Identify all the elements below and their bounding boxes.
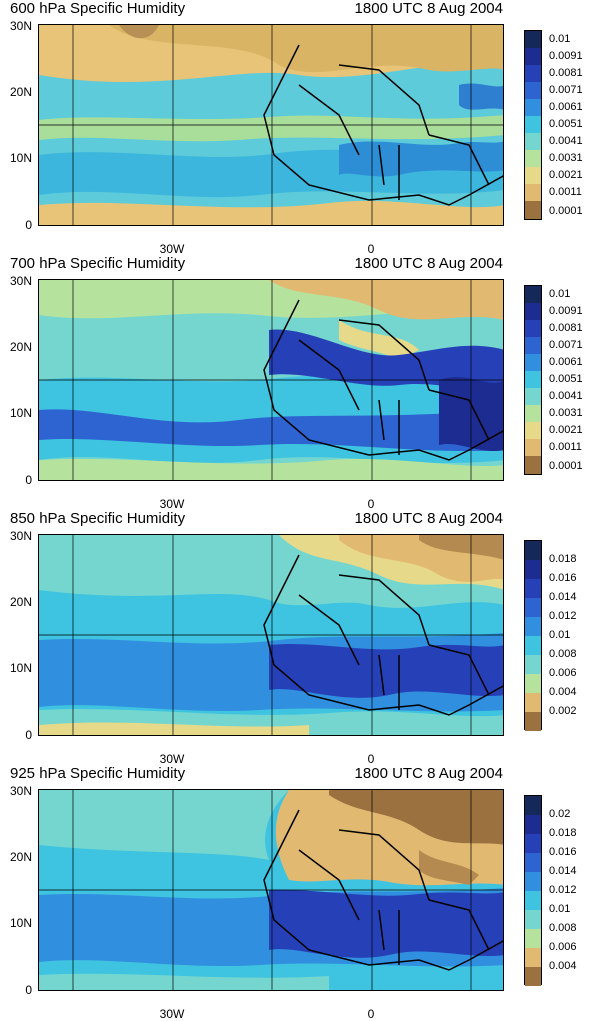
y-tick-0: 0 (25, 728, 32, 742)
x-tick-0: 0 (367, 752, 375, 766)
humidity-map (38, 24, 504, 226)
colorbar-label: 0.014 (549, 591, 577, 603)
colorbar-label: 0.0011 (549, 441, 582, 453)
y-tick-20n: 20N (9, 850, 32, 864)
panel-time: 1800 UTC 8 Aug 2004 (354, 765, 503, 782)
panel-700hpa: 700 hPa Specific Humidity 1800 UTC 8 Aug… (0, 255, 600, 511)
humidity-map (38, 534, 504, 736)
colorbar-label: 0.016 (549, 572, 577, 584)
colorbar-label: 0.0041 (549, 390, 583, 402)
colorbar-label: 0.006 (549, 667, 577, 679)
colorbar-label: 0.0091 (549, 305, 583, 317)
panel-time: 1800 UTC 8 Aug 2004 (354, 0, 503, 17)
colorbar-label: 0.0071 (549, 339, 583, 351)
map-canvas (39, 535, 503, 735)
map-canvas (39, 790, 503, 990)
y-tick-30n: 30N (9, 19, 32, 33)
colorbar-label: 0.0081 (549, 67, 583, 79)
colorbar-label: 0.0031 (549, 407, 583, 419)
panel-925hpa: 925 hPa Specific Humidity 1800 UTC 8 Aug… (0, 765, 600, 1021)
colorbar-label: 0.01 (549, 903, 571, 915)
map-canvas (39, 280, 503, 480)
panel-time: 1800 UTC 8 Aug 2004 (354, 255, 503, 272)
colorbar-label: 0.0041 (549, 135, 583, 147)
colorbar-label: 0.01 (549, 33, 571, 45)
colorbar-label: 0.02 (549, 808, 571, 820)
x-tick-0: 0 (367, 242, 375, 256)
colorbar (524, 285, 542, 475)
panel-time: 1800 UTC 8 Aug 2004 (354, 510, 503, 527)
colorbar-label: 0.004 (549, 686, 577, 698)
colorbar-label: 0.006 (549, 941, 577, 953)
colorbar-label: 0.0021 (549, 169, 583, 181)
colorbar-label: 0.016 (549, 846, 577, 858)
y-tick-10n: 10N (9, 151, 32, 165)
colorbar-label: 0.0081 (549, 322, 583, 334)
panel-title: 700 hPa Specific Humidity (10, 255, 186, 272)
x-tick-0: 0 (367, 497, 375, 511)
colorbar-label: 0.01 (549, 288, 571, 300)
colorbar (524, 795, 542, 986)
colorbar-label: 0.0071 (549, 84, 583, 96)
colorbar-label: 0.01 (549, 629, 571, 641)
panel-850hpa: 850 hPa Specific Humidity 1800 UTC 8 Aug… (0, 510, 600, 766)
y-tick-30n: 30N (9, 784, 32, 798)
colorbar-label: 0.0051 (549, 118, 583, 130)
x-tick-0: 0 (367, 1007, 375, 1021)
colorbar-label: 0.0031 (549, 152, 583, 164)
colorbar-label: 0.0051 (549, 373, 583, 385)
colorbar-label: 0.014 (549, 865, 577, 877)
colorbar-label: 0.004 (549, 960, 577, 972)
colorbar-label: 0.018 (549, 553, 577, 565)
colorbar (524, 30, 542, 220)
colorbar-label: 0.0001 (549, 460, 583, 472)
y-tick-10n: 10N (9, 406, 32, 420)
colorbar-label: 0.012 (549, 884, 577, 896)
y-tick-10n: 10N (9, 916, 32, 930)
y-tick-0: 0 (25, 983, 32, 997)
y-tick-20n: 20N (9, 340, 32, 354)
panel-title: 600 hPa Specific Humidity (10, 0, 186, 17)
colorbar-label: 0.002 (549, 705, 577, 717)
colorbar-label: 0.008 (549, 648, 577, 660)
colorbar (524, 540, 542, 731)
y-tick-30n: 30N (9, 274, 32, 288)
humidity-map (38, 279, 504, 481)
colorbar-label: 0.0091 (549, 50, 583, 62)
colorbar-label: 0.0061 (549, 101, 583, 113)
panel-title: 925 hPa Specific Humidity (10, 765, 186, 782)
panel-title: 850 hPa Specific Humidity (10, 510, 186, 527)
x-tick-30w: 30W (159, 497, 185, 511)
y-tick-10n: 10N (9, 661, 32, 675)
x-tick-30w: 30W (159, 242, 185, 256)
x-tick-30w: 30W (159, 752, 185, 766)
map-canvas (39, 25, 503, 225)
colorbar-label: 0.018 (549, 827, 577, 839)
panel-600hpa: 600 hPa Specific Humidity 1800 UTC 8 Aug… (0, 0, 600, 256)
colorbar-label: 0.0021 (549, 424, 583, 436)
y-tick-0: 0 (25, 218, 32, 232)
colorbar-label: 0.0001 (549, 205, 583, 217)
humidity-map (38, 789, 504, 991)
y-tick-20n: 20N (9, 595, 32, 609)
x-tick-30w: 30W (159, 1007, 185, 1021)
colorbar-label: 0.0011 (549, 186, 582, 198)
y-tick-30n: 30N (9, 529, 32, 543)
colorbar-label: 0.012 (549, 610, 577, 622)
colorbar-label: 0.008 (549, 922, 577, 934)
y-tick-20n: 20N (9, 85, 32, 99)
y-tick-0: 0 (25, 473, 32, 487)
colorbar-label: 0.0061 (549, 356, 583, 368)
